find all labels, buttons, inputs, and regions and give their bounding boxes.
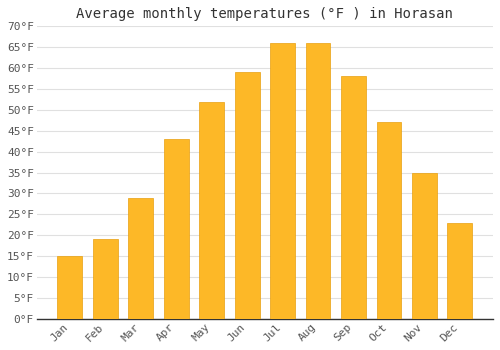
Bar xyxy=(164,139,188,319)
Bar xyxy=(93,239,118,319)
Bar xyxy=(235,72,260,319)
Bar xyxy=(270,43,295,319)
Bar xyxy=(128,198,153,319)
Bar xyxy=(448,223,472,319)
Bar xyxy=(341,76,366,319)
Bar xyxy=(200,102,224,319)
Bar xyxy=(412,173,437,319)
Bar xyxy=(376,122,402,319)
Bar xyxy=(58,256,82,319)
Title: Average monthly temperatures (°F ) in Horasan: Average monthly temperatures (°F ) in Ho… xyxy=(76,7,454,21)
Bar xyxy=(306,43,330,319)
